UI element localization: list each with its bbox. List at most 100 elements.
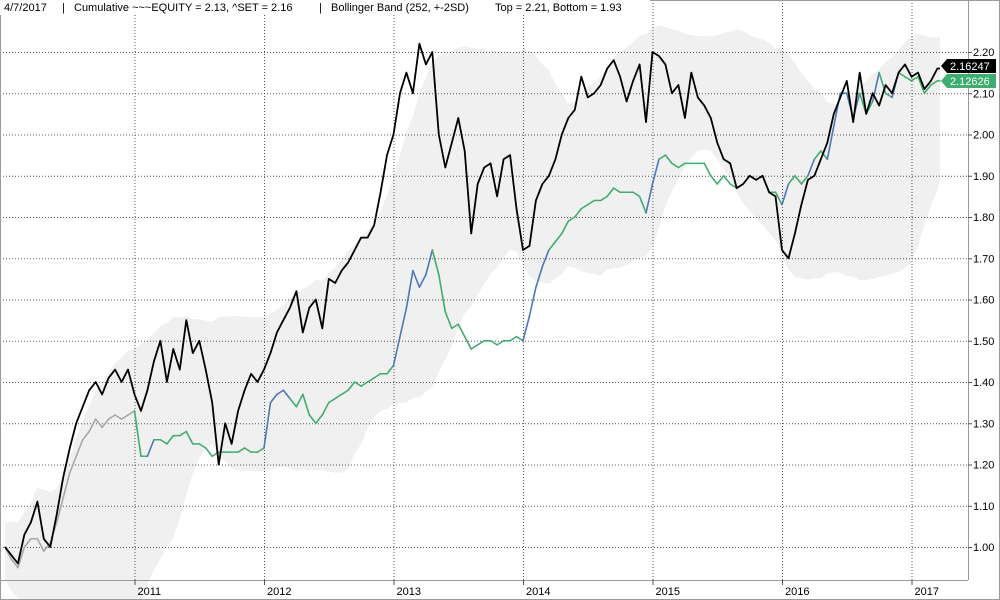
equity-line-segment [703, 162, 712, 177]
equity-line-segment [450, 323, 460, 330]
equity-line-segment [302, 393, 311, 416]
equity-line-segment [522, 315, 531, 342]
x-tick-label: 2014 [526, 586, 550, 598]
equity-line-segment [347, 381, 356, 392]
equity-line-segment [709, 174, 719, 185]
equity-line-segment [716, 174, 725, 185]
equity-line-segment [146, 438, 155, 458]
equity-line-segment [606, 187, 615, 198]
equity-line-segment [198, 443, 207, 449]
equity-line-segment [645, 183, 654, 214]
equity-line-segment [444, 311, 453, 330]
y-tick-label: 1.10 [973, 501, 994, 513]
equity-line-segment [334, 393, 343, 400]
equity-line-segment [120, 414, 129, 420]
equity-line-segment [658, 154, 667, 161]
equity-line-segment [457, 323, 466, 338]
equity-line-segment [321, 401, 330, 416]
equity-line-segment [509, 335, 518, 342]
header-background [0, 0, 650, 15]
equity-line-segment [807, 158, 816, 177]
x-axis-ticks: 2011 2012 2013 2014 2015 2016 2017 [134, 580, 939, 598]
equity-line-segment [586, 199, 596, 206]
equity-line-segment [884, 92, 893, 99]
equity-line-segment [114, 414, 123, 420]
header-cumulative-label: Cumulative ~~~EQUITY = 2.13, ^SET = 2.16 [74, 2, 292, 14]
equity-line-segment [327, 397, 337, 404]
equity-line-segment [787, 174, 796, 185]
equity-line-segment [237, 447, 246, 453]
set-last-value-label: 2.16247 [941, 59, 996, 73]
equity-line-segment [353, 381, 362, 387]
y-tick-label: 1.40 [973, 377, 994, 389]
equity-line-segment [55, 496, 65, 524]
y-tick-label: 2.00 [973, 130, 994, 142]
bollinger-band [5, 25, 940, 600]
equity-line-segment [418, 273, 427, 288]
equity-line-segment [127, 410, 136, 416]
equity-line-segment [17, 546, 26, 569]
equity-line-segment [10, 558, 19, 569]
equity-line-segment [632, 191, 641, 198]
equity-line-segment [392, 335, 401, 367]
y-tick-label: 1.70 [973, 253, 994, 265]
equity-line-segment [910, 75, 919, 82]
x-tick-label: 2011 [138, 586, 162, 598]
equity-line-segment [94, 418, 103, 429]
equity-line-segment [599, 195, 608, 202]
header-bollinger-values: Top = 2.21, Bottom = 1.93 [495, 2, 622, 14]
equity-line-segment [179, 430, 188, 437]
y-axis-ticks: 1.00 1.10 1.20 1.30 1.40 1.50 1.60 1.70 1.80 1.90… [968, 47, 994, 554]
y-tick-label: 1.50 [973, 336, 994, 348]
equity-line-segment [535, 265, 544, 288]
header-separator: | [62, 2, 65, 14]
equity-line-segment [917, 75, 926, 95]
equity-line-segment [573, 207, 583, 218]
equity-line-segment [88, 418, 97, 433]
equity-line-segment [204, 447, 213, 458]
set-last-value-text: 2.16247 [950, 61, 990, 73]
equity-line-segment [489, 339, 498, 346]
equity-line-segment [405, 269, 414, 309]
y-tick-label: 1.00 [973, 542, 994, 554]
x-tick-label: 2017 [915, 586, 939, 598]
equity-line-segment [412, 269, 421, 288]
equity-line-segment [826, 125, 835, 161]
equity-line-segment [243, 447, 252, 453]
equity-line-segment [101, 418, 110, 429]
y-tick-label: 2.20 [973, 47, 994, 59]
header-separator: | [319, 2, 322, 14]
equity-last-value-label: 2.12626 [941, 74, 996, 88]
equity-line-segment [23, 537, 32, 548]
equity-line-segment [548, 240, 557, 251]
y-tick-label: 2.10 [973, 88, 994, 100]
equity-line-segment [133, 410, 142, 458]
equity-line-segment [800, 174, 809, 185]
equity-line-segment [399, 306, 408, 338]
equity-line-segment [366, 377, 375, 383]
equity-line-segment [722, 174, 732, 185]
equity-line-segment [528, 286, 537, 317]
equity-line-segment [781, 183, 790, 206]
equity-line-segment [567, 216, 576, 222]
header-bollinger-label: Bollinger Band (252, +-2SD) [331, 2, 469, 14]
equity-line-segment [664, 154, 673, 165]
equity-line-segment [107, 414, 116, 420]
equity-line-segment [554, 232, 563, 243]
equity-line-segment [638, 195, 647, 214]
equity-line-segment [75, 438, 84, 458]
equity-line-segment [794, 174, 803, 185]
equity-line-segment [373, 372, 382, 379]
equity-line-segment [289, 397, 298, 408]
equity-line-segment [386, 364, 395, 375]
equity-line-segment [904, 75, 913, 82]
x-tick-label: 2012 [267, 586, 291, 598]
equity-line-segment [612, 187, 621, 194]
equity-line-segment [314, 414, 324, 425]
equity-line-segment [580, 203, 589, 210]
equity-line-segment [496, 339, 505, 346]
equity-line-segment [671, 162, 680, 169]
equity-line-segment [425, 249, 434, 276]
equity-line-segment [256, 447, 265, 453]
equity-line-segment [295, 393, 304, 408]
